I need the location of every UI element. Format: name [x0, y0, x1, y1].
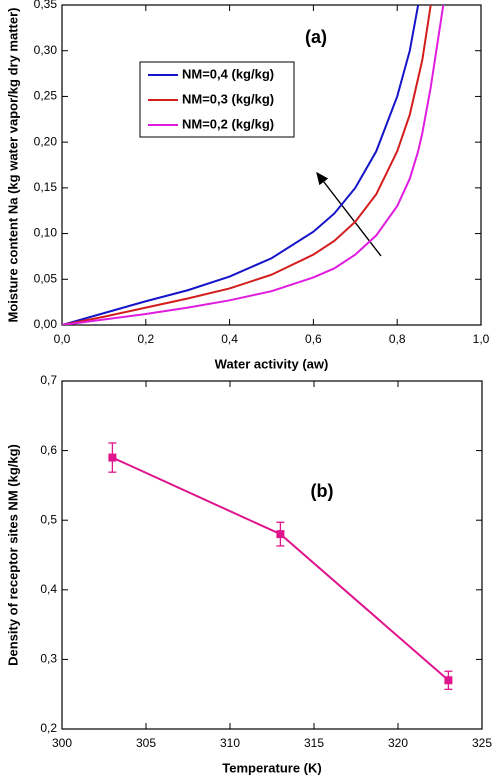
plot-frame — [61, 4, 482, 326]
y-tick-label: 0,15 — [34, 180, 58, 194]
y-tick-label: 0,5 — [40, 512, 57, 526]
y-tick-label: 0,00 — [34, 317, 58, 331]
annotation: (a) — [305, 27, 327, 47]
y-tick-label: 0,05 — [34, 271, 58, 285]
x-axis-label: Temperature (K) — [222, 760, 321, 775]
x-tick-label: 325 — [472, 736, 492, 750]
y-axis-label: Density of receptor sites NM (kg/kg) — [5, 444, 20, 666]
legend-label: NM=0,4 (kg/kg) — [182, 66, 274, 81]
y-tick-label: 0,3 — [40, 652, 57, 666]
annotation: (b) — [311, 481, 334, 501]
legend-label: NM=0,3 (kg/kg) — [182, 91, 274, 106]
marker — [108, 453, 117, 462]
x-tick-label: 310 — [220, 736, 240, 750]
x-tick-label: 0,4 — [221, 332, 238, 346]
x-tick-label: 0,2 — [137, 332, 154, 346]
x-axis-label: Water activity (aw) — [215, 356, 329, 371]
x-tick-label: 305 — [136, 736, 156, 750]
x-tick-label: 0,8 — [389, 332, 406, 346]
legend-label: NM=0,2 (kg/kg) — [182, 116, 274, 131]
x-tick-label: 300 — [52, 736, 72, 750]
y-tick-label: 0,35 — [34, 0, 58, 11]
x-tick-label: 0,0 — [54, 332, 71, 346]
y-tick-label: 0,7 — [40, 373, 57, 387]
y-tick-label: 0,20 — [34, 134, 58, 148]
x-tick-label: 315 — [304, 736, 324, 750]
y-tick-label: 0,30 — [34, 43, 58, 57]
plot-frame — [61, 380, 483, 730]
y-tick-label: 0,6 — [40, 443, 57, 457]
x-tick-label: 0,6 — [305, 332, 322, 346]
series-line — [62, 5, 445, 325]
trend-arrow — [316, 171, 382, 257]
marker — [276, 530, 285, 539]
x-tick-label: 320 — [388, 736, 408, 750]
series-line — [62, 5, 420, 325]
series-line — [62, 5, 432, 325]
series-line — [111, 456, 450, 682]
x-tick-label: 1,0 — [473, 332, 490, 346]
marker — [444, 676, 453, 685]
y-tick-label: 0,10 — [34, 226, 58, 240]
y-axis-label: Moisture content Na (kg water vapor/kg d… — [5, 8, 20, 323]
y-tick-label: 0,2 — [40, 721, 57, 735]
y-tick-label: 0,25 — [34, 89, 58, 103]
y-tick-label: 0,4 — [40, 582, 57, 596]
